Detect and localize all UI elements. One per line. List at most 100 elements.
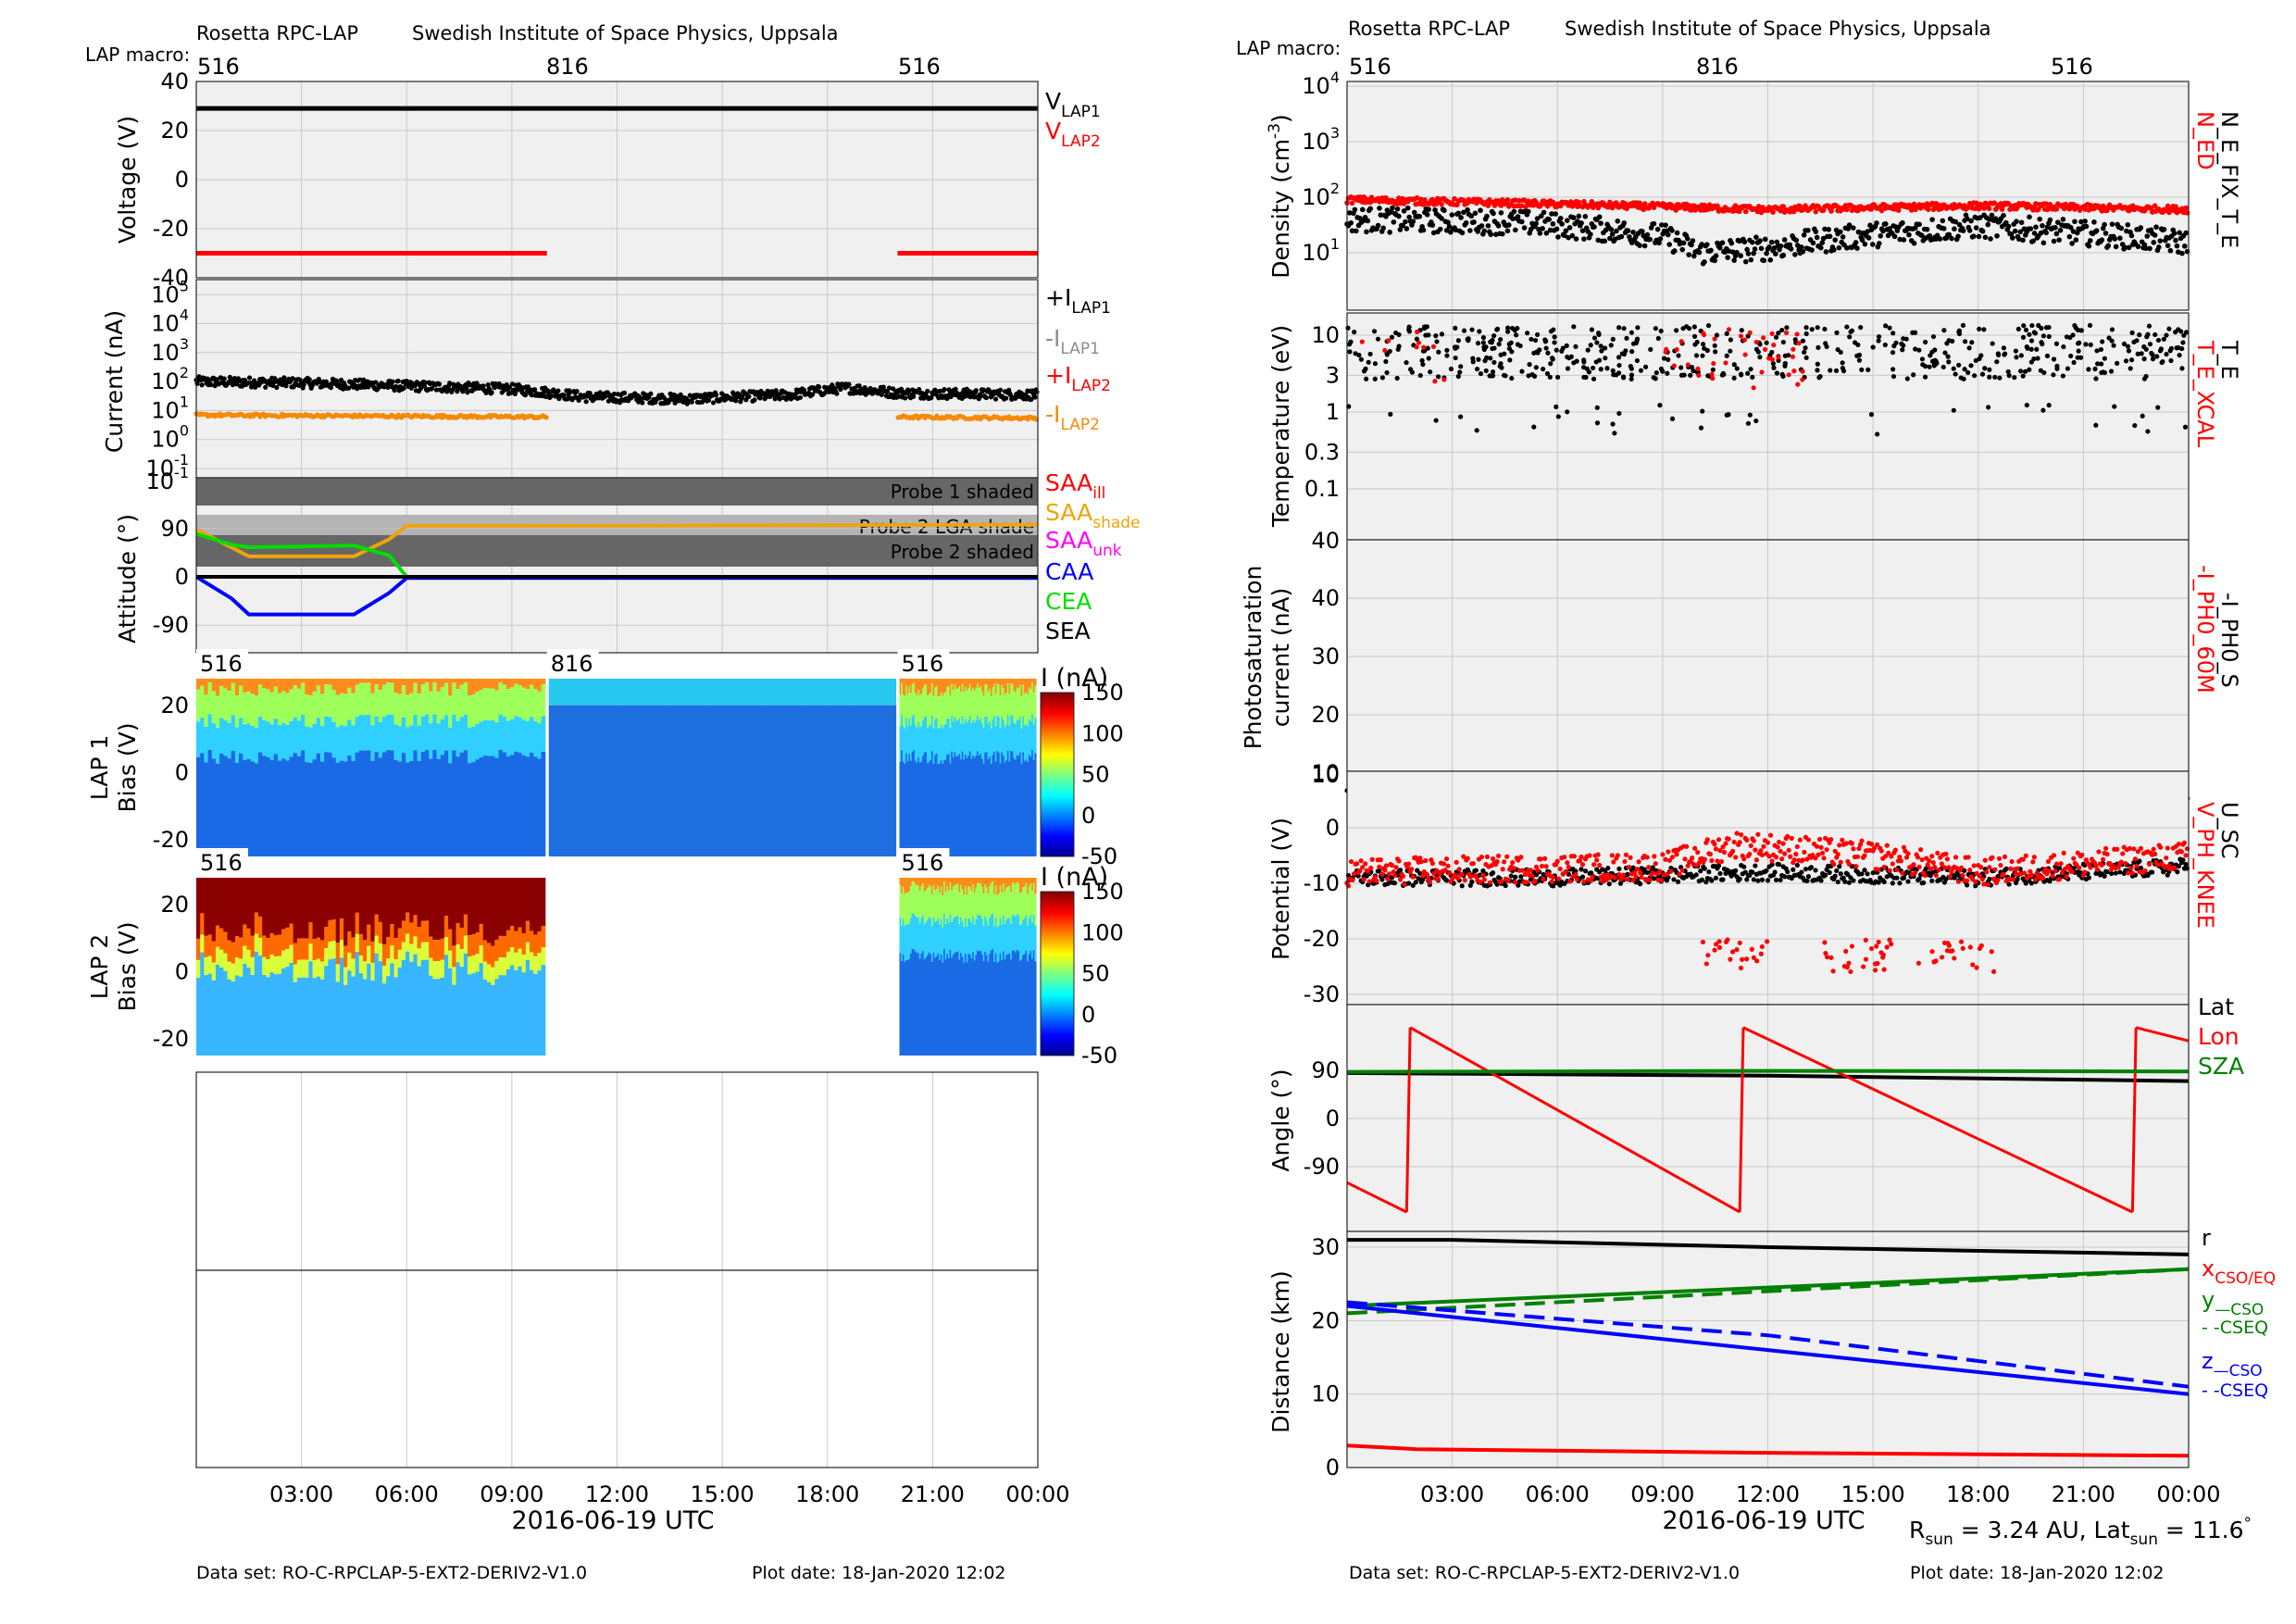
heat-cell [406,933,410,952]
heat-cell [234,727,240,764]
heat-cell [970,922,973,959]
density-point [1533,220,1539,227]
heat-cell [1011,716,1015,752]
heat-cell [946,754,949,856]
heat-cell [231,878,236,943]
heat-cell [909,886,913,918]
heat-cell [486,943,492,965]
heat-cell [277,973,282,1056]
current-point-lap1 [485,381,491,388]
temp-point [1594,420,1601,426]
heat-cell [956,679,960,689]
density-point [1404,226,1410,231]
temp-point [1987,374,1992,380]
heat-cell [537,970,543,1056]
heat-cell [703,705,708,856]
density-point [2012,228,2018,234]
temp-point [1352,330,1357,335]
temp-point [1838,349,1843,356]
heat-cell [301,682,306,715]
heat-cell [856,679,862,706]
heat-cell [533,689,538,721]
heat-cell [211,758,217,856]
heat-cell [296,959,302,978]
current-point-lap1 [925,388,930,394]
heat-cell [1004,762,1006,856]
heat-cell [1034,893,1037,926]
heat-cell [594,705,600,856]
density-point [1850,225,1856,231]
heat-cell [922,720,925,756]
heat-cell [254,727,259,764]
heat-cell [861,679,866,706]
current-point-lap1 [489,390,494,395]
heat-cell [289,944,294,963]
heat-cell [947,922,951,958]
heat-cell [994,918,997,954]
heat-cell [234,975,240,1056]
heat-cell [980,882,982,916]
legend-name: V [1045,88,1061,115]
heat-cell [494,722,500,758]
heat-cell [984,884,987,917]
heat-cell [440,977,445,1056]
heat-cell [381,943,387,966]
heat-cell [521,933,527,956]
current-point-lap1 [390,379,395,384]
heat-cell [436,961,442,980]
heat-cell [296,720,302,756]
heat-cell [413,682,418,716]
heat-cell [714,679,719,706]
heat-cell [946,918,949,955]
heat-cell [982,728,985,764]
temp-point [1893,340,1899,345]
heat-cell [901,715,904,751]
heat-cell [358,750,364,856]
attitude-ylabel: Attitude (°) [114,514,141,643]
heat-cell [944,759,947,856]
voltage-ytick: 20 [160,118,189,144]
heat-cell [905,960,908,1056]
heat-cell [381,878,387,944]
temp-point [1929,358,1936,364]
density-point [1375,222,1381,229]
temp-point [1950,338,1955,344]
temp-point [1931,363,1937,369]
density-point [2152,232,2158,238]
heat-cell [293,717,298,754]
temp-point [1890,350,1896,356]
heat-cell [1027,762,1029,856]
temp-point [2164,332,2169,338]
heat-cell [397,726,403,762]
heat-cell [940,693,942,725]
heat-cell [726,705,731,856]
heat-cell [514,679,519,684]
heat-cell [367,878,371,925]
heat-cell [475,759,480,856]
heat-cell [1032,693,1035,725]
temp-point [1591,335,1598,341]
density-point [1725,255,1730,260]
temp-point [1815,361,1820,367]
heat-cell [930,961,934,1056]
heat-cell [257,916,263,938]
heat-cell [1028,719,1031,756]
heat-cell [452,967,457,985]
heat-cell [468,974,472,1056]
heat-cell [530,752,534,856]
temp-point [1686,326,1692,331]
heat-cell [1031,749,1034,856]
temp-point-xcal [1776,355,1781,360]
heat-cell [1015,679,1017,693]
temp-point [1594,340,1600,345]
heat-cell [277,760,282,856]
heat-cell [429,936,433,958]
density-point [1388,209,1394,215]
heat-cell [215,728,220,764]
heat-cell [958,686,961,718]
heat-cell [756,679,762,706]
heat-cell [1018,752,1022,856]
heat-cell [347,952,353,971]
heat-cell [989,720,992,757]
temp-point-xcal [1416,340,1422,345]
